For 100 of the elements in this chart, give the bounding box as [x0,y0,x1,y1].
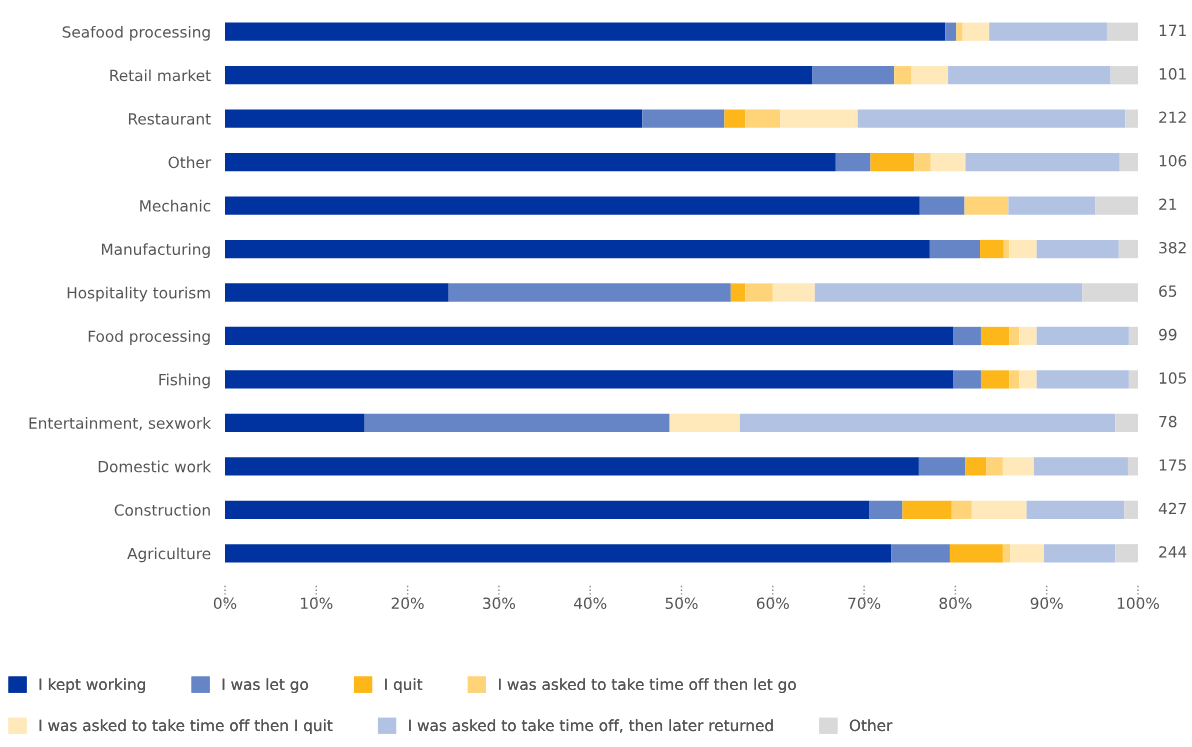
bar [1115,413,1138,433]
bar [1010,544,1044,563]
bar [739,413,1116,433]
y-tick-label: Fishing [159,373,210,389]
x-tick-label: 20% [391,597,424,610]
bar [953,370,981,389]
bar [225,152,836,172]
bar [772,283,815,302]
bar [1124,500,1138,519]
bar [1036,370,1129,389]
y-tick-label: Hospitality tourism [67,286,210,302]
bar [225,109,643,128]
legend-label: I was asked to take time off, then later returned [409,719,773,733]
x-tick-label: 70% [848,597,881,610]
bar [1128,370,1138,389]
bar [225,326,954,346]
x-tick-label: 0% [213,597,237,610]
bar [980,239,1004,259]
bar [745,109,781,128]
bar [1118,239,1138,259]
bar [225,457,919,476]
text: 175 [1159,459,1186,471]
y-tick-label: Construction [114,504,210,516]
x-tick-label: 60% [756,597,789,610]
bar [919,196,965,215]
bar [225,66,813,85]
bar [1019,326,1037,346]
bar [1043,544,1116,563]
text: 244 [1159,546,1187,558]
bar [965,457,987,476]
bar [1036,326,1129,346]
bar [894,66,912,85]
bar [980,326,1010,346]
bar [962,22,990,41]
bar [1127,457,1138,476]
bar [953,326,981,346]
bar [1119,152,1138,172]
x-tick-label: 10% [301,597,333,610]
bar [971,500,1027,519]
bar [1128,326,1138,346]
bar [1095,196,1138,215]
x-tick-label: 40% [573,597,607,610]
bar [812,66,895,85]
y-tick-label: Retail market [110,69,211,82]
bar [225,544,892,563]
bar [918,457,966,476]
bar [949,544,1003,563]
y-tick-label: Restaurant [128,113,211,125]
bar [1002,457,1034,476]
text: 212 [1159,111,1186,123]
bar [902,500,952,519]
bar [1036,239,1119,259]
legend-label: I was asked to take time off then let go [499,678,796,694]
y-tick-label: Seafood processing [62,25,210,41]
bar [1026,500,1125,519]
x-tick-label: 50% [665,597,698,610]
text: 101 [1159,68,1186,80]
bar [724,109,746,128]
bar [1008,196,1096,215]
bar [225,370,954,389]
y-tick-label: Mechanic [140,199,211,212]
text: 106 [1159,154,1187,167]
bar [1125,109,1138,128]
bar [1009,370,1020,389]
y-tick-label: Food processing [88,330,210,345]
bar [225,500,870,519]
bar [1115,544,1138,563]
bar [989,22,1107,41]
bar [1019,370,1037,389]
bar [1003,239,1010,259]
bar [780,109,858,128]
text: 171 [1159,24,1186,36]
text: 65 [1159,285,1177,297]
bar [948,66,1111,85]
bar [1110,66,1138,85]
bar [986,457,1003,476]
text: 382 [1159,241,1186,254]
y-tick-label: Agriculture [127,547,211,563]
bar [911,66,949,85]
bar [669,413,740,433]
bar [225,239,930,259]
bar [364,413,670,433]
bar [835,152,871,172]
bar [930,152,966,172]
text: 427 [1158,502,1186,515]
bar [1082,283,1138,302]
bar [870,152,915,172]
text: 99 [1159,328,1177,341]
text: 21 [1159,198,1177,210]
legend-label: I kept working [39,678,145,694]
bar [869,500,903,519]
legend-label: Other [849,719,893,732]
bar [1002,544,1011,563]
legend-label: I was asked to take time off then I quit [39,719,333,735]
bar [914,152,931,172]
y-tick-label: Other [168,156,212,169]
bar [945,22,957,41]
bar [814,283,1083,302]
bar [964,196,1009,215]
bar [929,239,981,259]
